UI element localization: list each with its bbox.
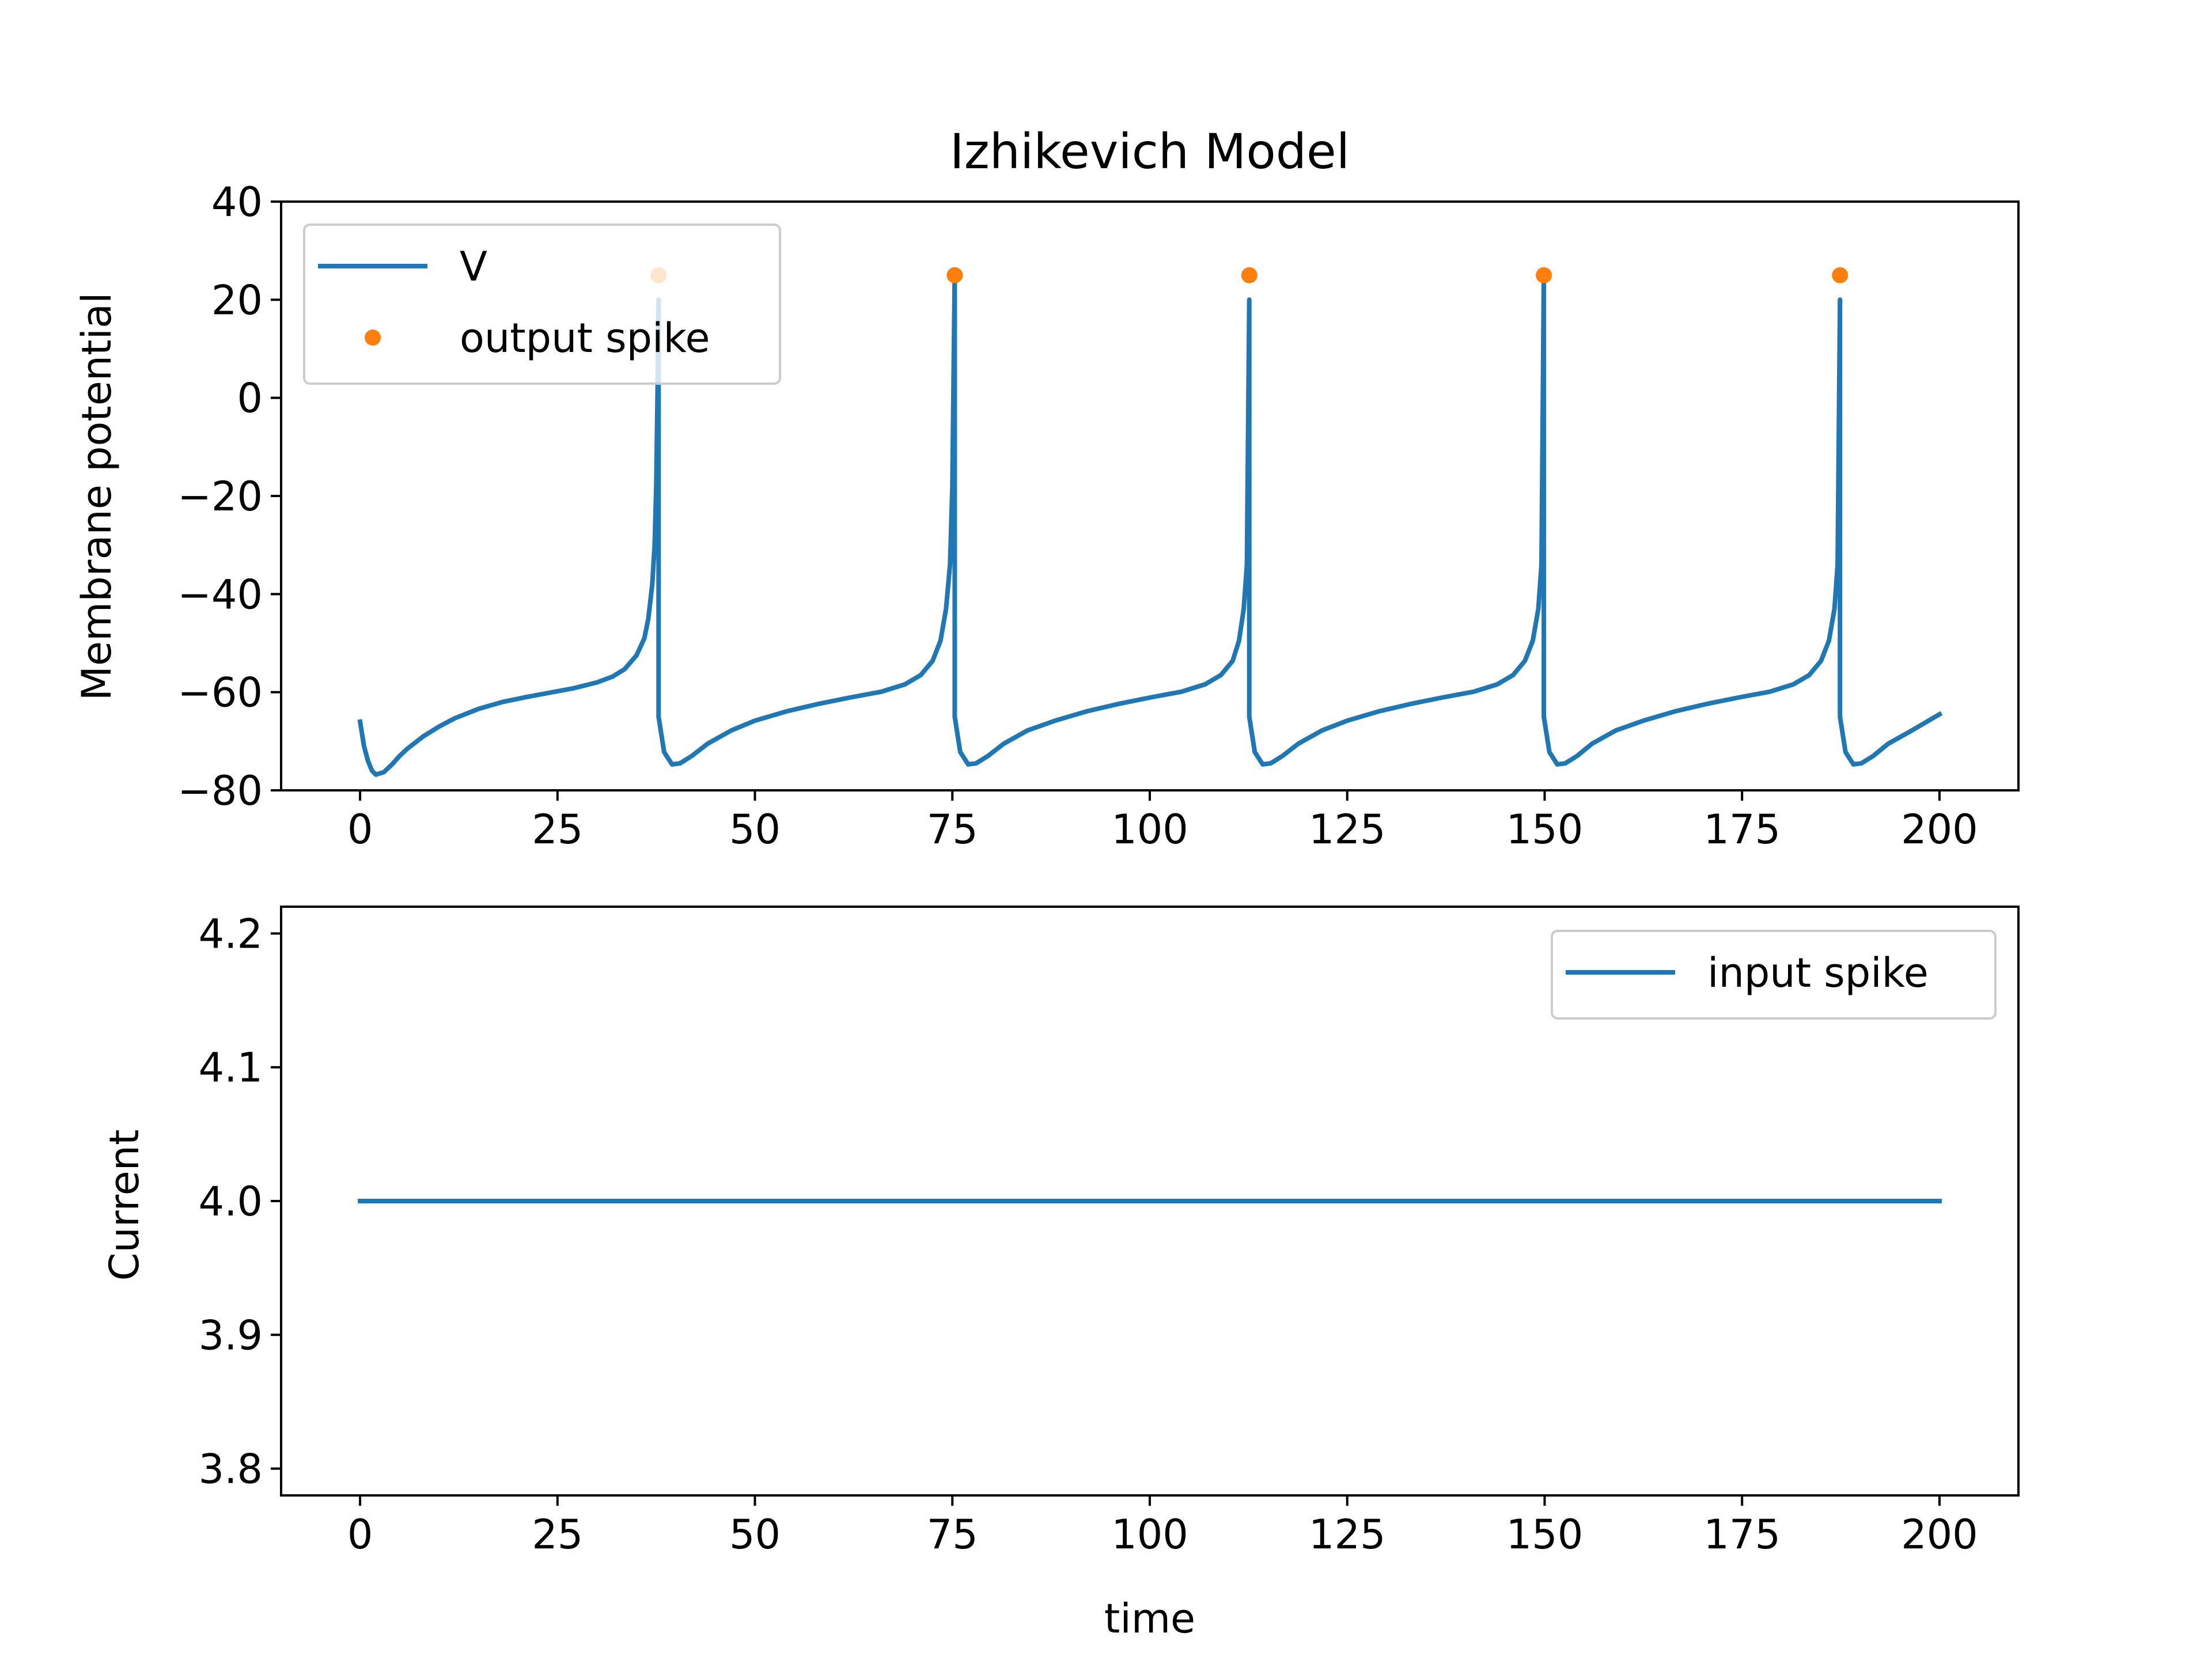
x-tick-label: 75 [927,806,978,853]
y-tick-label: 3.8 [199,1446,263,1493]
bottom-legend-box [1551,930,1997,1020]
x-tick-label: 75 [927,1511,978,1558]
x-tick-label: 125 [1309,806,1386,853]
y-axis-label-current: Current [101,1130,148,1281]
legend-label-input-spike: input spike [1707,949,1929,997]
y-tick-label: 0 [237,375,263,422]
x-tick-label: 50 [729,806,781,853]
x-tick-label: 100 [1111,806,1188,853]
x-tick-label: 150 [1506,1511,1584,1558]
y-tick-label: −40 [177,571,263,618]
x-tick-label: 0 [347,1511,373,1558]
top-legend: V output spike [303,224,781,385]
y-axis-label-membrane-potential: Membrane potential [73,293,120,701]
output-spike-point [1241,267,1257,283]
x-tick-label: 125 [1309,1511,1386,1558]
series-line-v [357,268,1943,777]
x-tick-label: 25 [532,1511,583,1558]
x-tick-label: 25 [532,806,583,853]
chart-title: Izhikevich Model [950,123,1350,180]
y-tick-label: −60 [177,669,263,717]
x-tick-label: 200 [1901,806,1978,853]
x-tick-label: 175 [1703,1511,1781,1558]
y-tick-label: 20 [211,276,263,324]
x-tick-label: 50 [729,1511,781,1558]
y-tick-label: −20 [177,473,263,520]
legend-label-v: V [460,243,487,290]
x-axis-label-time: time [1104,1595,1195,1642]
y-tick-label: 4.2 [199,910,263,957]
legend-label-output-spike: output spike [460,315,710,362]
bottom-legend: input spike [1551,930,1997,1020]
x-tick-label: 200 [1901,1511,1978,1558]
y-tick-label: 3.9 [199,1312,263,1359]
x-tick-label: 175 [1703,806,1781,853]
y-tick-label: 4.0 [199,1178,263,1225]
x-tick-label: 100 [1111,1511,1188,1558]
y-tick-label: 40 [211,179,263,226]
x-tick-label: 0 [347,806,373,853]
output-spike-point [946,267,963,283]
output-spike-point [1832,267,1849,283]
membrane-potential-subplot: Izhikevich Model Membrane potential 0 25 5… [73,123,2020,853]
current-subplot: Current time 0 25 50 75 100 125 150 175 200 3.8 3.… [101,906,2020,1642]
y-tick-label: 4.1 [199,1044,263,1092]
legend-swatch-output-spike [365,329,381,346]
x-tick-label: 150 [1506,806,1584,853]
y-tick-label: −80 [177,767,263,815]
output-spike-point [1536,267,1552,283]
